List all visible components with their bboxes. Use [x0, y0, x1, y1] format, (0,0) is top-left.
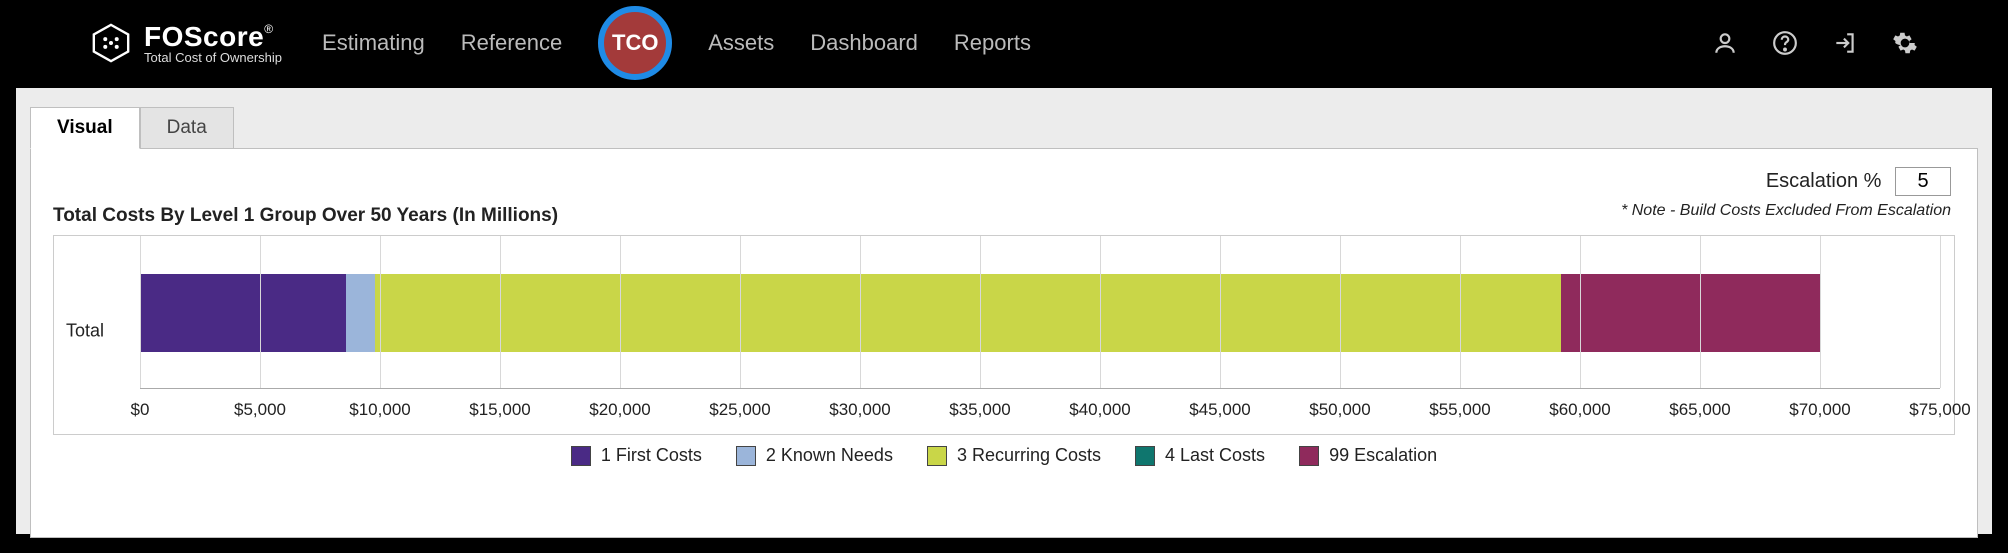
nav-link-dashboard[interactable]: Dashboard [810, 30, 918, 56]
chart-x-tick: $5,000 [234, 400, 286, 420]
chart-plot-area [140, 236, 1940, 389]
tab-bar: VisualData [30, 106, 1992, 148]
brand-logo[interactable]: FOScore® Total Cost of Ownership [90, 22, 282, 64]
legend-item-2-known-needs[interactable]: 2 Known Needs [736, 445, 893, 466]
chart-gridline [260, 236, 261, 388]
chart-x-tick: $75,000 [1909, 400, 1970, 420]
chart-x-tick: $60,000 [1549, 400, 1610, 420]
legend-item-1-first-costs[interactable]: 1 First Costs [571, 445, 702, 466]
user-icon[interactable] [1712, 30, 1738, 56]
nav-link-assets[interactable]: Assets [708, 30, 774, 56]
chart-x-tick: $20,000 [589, 400, 650, 420]
legend-swatch [1135, 446, 1155, 466]
nav-right-icons [1712, 30, 1918, 56]
chart-gridline [1940, 236, 1941, 388]
chart-gridline [1820, 236, 1821, 388]
tab-visual[interactable]: Visual [30, 107, 140, 149]
legend-item-3-recurring-costs[interactable]: 3 Recurring Costs [927, 445, 1101, 466]
nav-link-reports[interactable]: Reports [954, 30, 1031, 56]
gear-icon[interactable] [1892, 30, 1918, 56]
chart-x-tick: $35,000 [949, 400, 1010, 420]
chart-gridline [380, 236, 381, 388]
legend-label: 1 First Costs [601, 445, 702, 466]
escalation-note: * Note - Build Costs Excluded From Escal… [1621, 202, 1951, 220]
escalation-control: Escalation % * Note - Build Costs Exclud… [1621, 167, 1951, 220]
escalation-input[interactable] [1895, 167, 1951, 196]
legend-swatch [571, 446, 591, 466]
legend-swatch [736, 446, 756, 466]
bar-segment-2-known-needs[interactable] [346, 274, 375, 352]
chart-x-tick: $45,000 [1189, 400, 1250, 420]
help-icon[interactable] [1772, 30, 1798, 56]
legend-swatch [927, 446, 947, 466]
bar-segment-1-first-costs[interactable] [140, 274, 346, 352]
bar-segment-3-recurring-costs[interactable] [375, 274, 1561, 352]
chart-container: Total $0 $5,000 $10,000 $15,000 $20,000 $25,0… [53, 235, 1955, 435]
tab-data[interactable]: Data [140, 107, 234, 149]
chart-gridline [1340, 236, 1341, 388]
chart-gridline [500, 236, 501, 388]
chart-x-tick: $70,000 [1789, 400, 1850, 420]
chart-gridline [740, 236, 741, 388]
chart-gridline [620, 236, 621, 388]
chart-x-tick: $15,000 [469, 400, 530, 420]
chart-x-tick: $25,000 [709, 400, 770, 420]
chart-gridline [980, 236, 981, 388]
legend-label: 3 Recurring Costs [957, 445, 1101, 466]
brand-reg: ® [264, 22, 273, 36]
chart-gridline [140, 236, 141, 388]
chart-x-tick: $55,000 [1429, 400, 1490, 420]
hexagon-icon [90, 22, 132, 64]
chart-y-label: Total [66, 320, 104, 341]
chart-x-ticks: $0$5,000$10,000$15,000$20,000$25,000$30,… [140, 400, 1940, 422]
chart-x-tick: $65,000 [1669, 400, 1730, 420]
content-area: VisualData Escalation % * Note - Build C… [14, 86, 1994, 536]
panel-visual: Escalation % * Note - Build Costs Exclud… [30, 148, 1978, 538]
chart-gridline [1580, 236, 1581, 388]
chart-x-tick: $40,000 [1069, 400, 1130, 420]
nav-links: Estimating Reference TCO Assets Dashboard Rep… [322, 6, 1031, 80]
chart-gridline [1460, 236, 1461, 388]
legend-label: 4 Last Costs [1165, 445, 1265, 466]
logout-icon[interactable] [1832, 30, 1858, 56]
brand-name: FOScore [144, 21, 264, 52]
chart-gridline [1220, 236, 1221, 388]
brand-tagline: Total Cost of Ownership [144, 51, 282, 64]
brand-text: FOScore® Total Cost of Ownership [144, 23, 282, 64]
legend-swatch [1299, 446, 1319, 466]
chart-legend: 1 First Costs 2 Known Needs 3 Recurring Co… [53, 445, 1955, 466]
chart-x-tick: $10,000 [349, 400, 410, 420]
escalation-label: Escalation % [1766, 170, 1882, 192]
chart-gridline [1100, 236, 1101, 388]
legend-item-99-escalation[interactable]: 99 Escalation [1299, 445, 1437, 466]
nav-link-estimating[interactable]: Estimating [322, 30, 425, 56]
bar-segment-99-escalation[interactable] [1561, 274, 1820, 352]
nav-link-reference[interactable]: Reference [461, 30, 563, 56]
chart-gridline [1700, 236, 1701, 388]
chart-x-tick: $0 [131, 400, 150, 420]
chart-x-tick: $30,000 [829, 400, 890, 420]
legend-item-4-last-costs[interactable]: 4 Last Costs [1135, 445, 1265, 466]
legend-label: 2 Known Needs [766, 445, 893, 466]
chart-bar-row [140, 274, 1940, 352]
chart-gridline [860, 236, 861, 388]
nav-link-tco[interactable]: TCO [598, 6, 672, 80]
top-navbar: FOScore® Total Cost of Ownership Estimat… [0, 0, 2008, 86]
legend-label: 99 Escalation [1329, 445, 1437, 466]
chart-x-tick: $50,000 [1309, 400, 1370, 420]
